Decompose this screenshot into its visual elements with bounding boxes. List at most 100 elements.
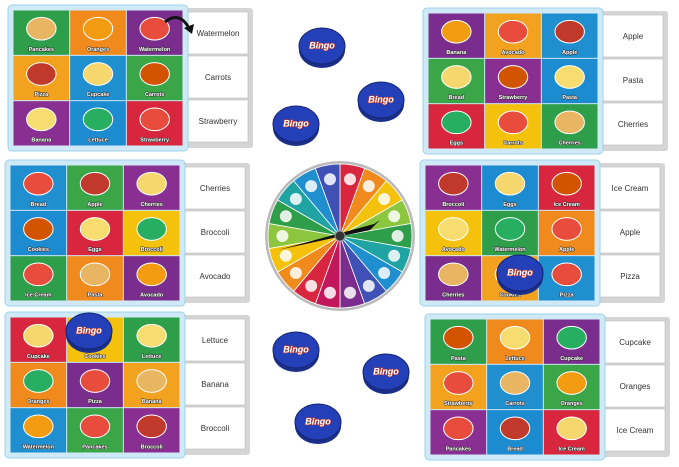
food-picture bbox=[556, 325, 587, 350]
calling-card bbox=[604, 408, 666, 452]
food-picture bbox=[438, 262, 469, 287]
food-picture bbox=[551, 171, 582, 196]
food-picture bbox=[26, 16, 57, 41]
food-picture bbox=[136, 171, 167, 196]
food-picture bbox=[139, 62, 170, 86]
cell-label: Cookies bbox=[28, 247, 49, 253]
cell-label: Avocado bbox=[140, 292, 164, 298]
food-picture bbox=[23, 323, 54, 348]
card-label: Ice Cream bbox=[612, 184, 649, 193]
bingo-chip: Bingo bbox=[272, 105, 320, 146]
bingo-chip: Bingo bbox=[362, 353, 410, 394]
food-picture bbox=[79, 262, 111, 287]
food-picture bbox=[551, 217, 582, 241]
chip-top bbox=[65, 312, 113, 350]
card-label: Cupcake bbox=[619, 338, 651, 347]
chip-label: Bingo bbox=[373, 366, 399, 376]
cell-label: Pasta bbox=[562, 95, 578, 101]
cell-label: Banana bbox=[142, 399, 163, 405]
spinner-food bbox=[279, 249, 292, 262]
food-picture bbox=[443, 325, 474, 350]
food-picture bbox=[23, 369, 54, 393]
cell-label: Broccoli bbox=[141, 247, 163, 253]
cell-label: Lettuce bbox=[88, 137, 108, 143]
food-picture bbox=[438, 217, 469, 241]
calling-card bbox=[599, 166, 661, 210]
bingo-chip: Bingo bbox=[272, 331, 320, 372]
card-label: Lettuce bbox=[202, 336, 229, 345]
food-picture bbox=[82, 62, 114, 86]
calling-card bbox=[602, 58, 664, 102]
calling-card bbox=[602, 14, 664, 58]
cell-label: Lettuce bbox=[142, 354, 162, 360]
cell-label: Watermelon bbox=[139, 47, 171, 53]
food-picture bbox=[136, 414, 167, 439]
food-picture bbox=[139, 107, 170, 132]
spinner-food bbox=[391, 230, 404, 242]
spinner-food bbox=[378, 267, 391, 280]
bingo-chip: Bingo bbox=[65, 312, 113, 353]
cell-label: Cupcake bbox=[560, 356, 583, 362]
food-picture bbox=[23, 217, 54, 241]
food-picture bbox=[23, 414, 54, 439]
chip-top bbox=[298, 27, 346, 65]
food-picture bbox=[556, 416, 587, 441]
spinner-food bbox=[323, 173, 336, 186]
cell-label: Cookies bbox=[499, 292, 520, 298]
card-label: Broccoli bbox=[201, 228, 230, 237]
cell-label: Oranges bbox=[87, 47, 109, 53]
chip-label: Bingo bbox=[76, 325, 102, 335]
cell-label: Pizza bbox=[34, 92, 49, 98]
calling-card bbox=[184, 318, 246, 362]
food-picture bbox=[494, 217, 526, 241]
calling-card bbox=[187, 11, 249, 55]
cell-label: Cupcake bbox=[27, 354, 50, 360]
cell-label: Banana bbox=[31, 137, 52, 143]
chip-top bbox=[272, 105, 320, 143]
chip-top bbox=[362, 353, 410, 391]
food-picture bbox=[499, 371, 531, 395]
calling-card bbox=[184, 254, 246, 298]
spinner-food bbox=[344, 173, 357, 186]
bingo-board: Watermelon Carrots Strawberry Pancakes Orang… bbox=[7, 4, 253, 152]
cell-label: Pancakes bbox=[82, 444, 107, 450]
cell-label: Oranges bbox=[27, 399, 49, 405]
chip-label: Bingo bbox=[283, 344, 309, 354]
spinner-food bbox=[362, 180, 375, 193]
cell-label: Ice Cream bbox=[554, 202, 580, 208]
bingo-board: Cupcake Oranges Ice Cream Pasta Lettuce Cupca… bbox=[424, 313, 670, 461]
cell-label: Pizza bbox=[88, 399, 103, 405]
spinner-food bbox=[378, 192, 391, 205]
food-picture bbox=[441, 110, 472, 135]
cell-label: Cherries bbox=[559, 140, 581, 146]
chip-label: Bingo bbox=[507, 267, 533, 277]
cell-label: Watermelon bbox=[23, 444, 55, 450]
food-picture bbox=[551, 262, 582, 287]
food-picture bbox=[26, 107, 57, 132]
cell-label: Pasta bbox=[451, 356, 467, 362]
spinner-food bbox=[289, 192, 302, 205]
bingo-chip: Bingo bbox=[496, 254, 544, 295]
cell-label: Ice Cream bbox=[559, 446, 585, 452]
card-label: Apple bbox=[623, 32, 644, 41]
food-picture bbox=[499, 325, 531, 350]
cell-label: Pancakes bbox=[29, 47, 54, 53]
food-picture bbox=[497, 65, 529, 89]
cell-label: Cherries bbox=[442, 292, 464, 298]
food-picture bbox=[136, 323, 167, 348]
spinner-food bbox=[276, 230, 289, 242]
food-picture bbox=[79, 369, 111, 393]
food-picture bbox=[556, 371, 587, 395]
cell-label: Cherries bbox=[141, 202, 163, 208]
card-label: Oranges bbox=[620, 382, 651, 391]
cell-label: Lettuce bbox=[505, 356, 525, 362]
spinner-food bbox=[305, 180, 318, 193]
calling-card bbox=[187, 55, 249, 99]
food-picture bbox=[438, 171, 469, 196]
spinner-food bbox=[344, 286, 357, 299]
cell-label: Ice Cream bbox=[25, 292, 51, 298]
card-label: Banana bbox=[201, 380, 229, 389]
food-picture bbox=[554, 65, 585, 89]
bingo-board: Apple Pasta Cherries Banana Avocado Apple Brea… bbox=[422, 7, 668, 155]
calling-card bbox=[184, 406, 246, 450]
